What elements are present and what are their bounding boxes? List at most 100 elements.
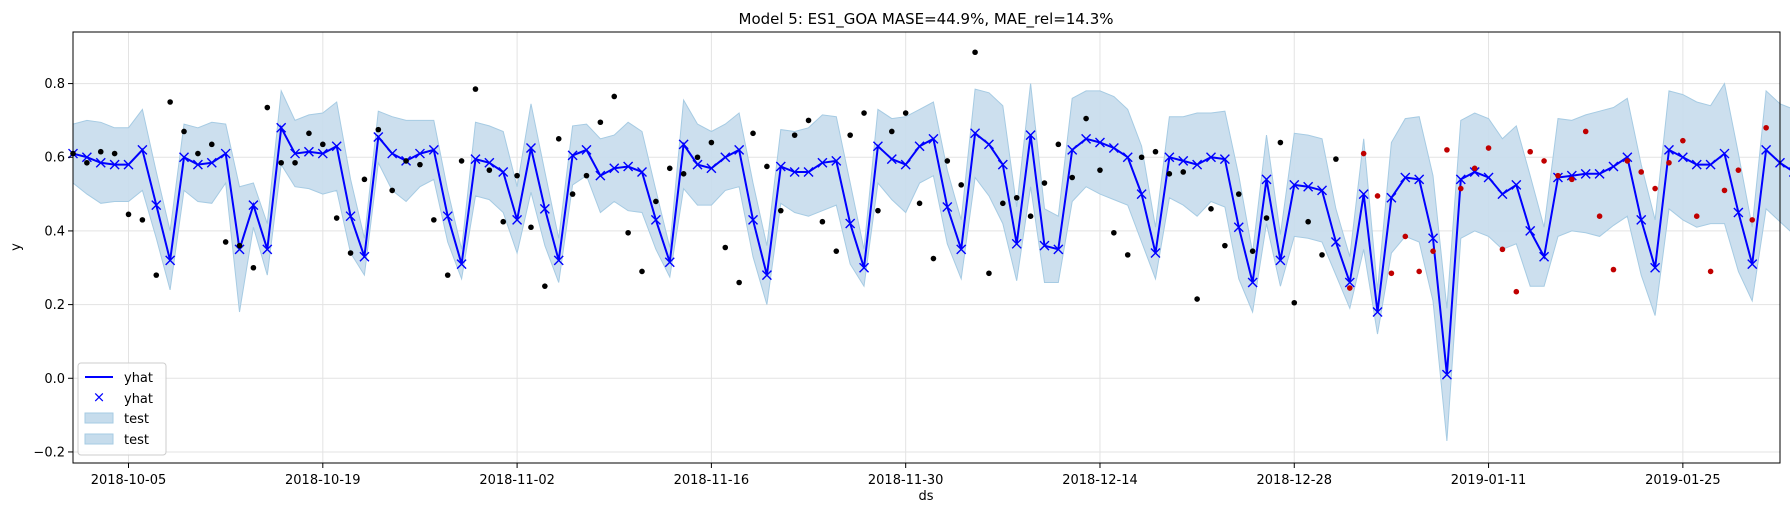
legend-label-yhat-marker: yhat [124, 392, 153, 407]
actual-point [1014, 195, 1020, 201]
actual-point [431, 217, 437, 223]
test-actual-point [1722, 188, 1728, 194]
actual-point [709, 140, 715, 146]
actual-point [487, 167, 493, 173]
actual-point [778, 208, 784, 214]
actual-point [292, 160, 298, 166]
test-actual-point [1444, 147, 1450, 153]
test-actual-point [1652, 186, 1658, 192]
test-actual-point [1361, 151, 1367, 157]
legend-label-yhat-line: yhat [124, 371, 153, 386]
test-actual-point [1527, 149, 1533, 155]
actual-point [986, 270, 992, 276]
actual-point [681, 171, 687, 177]
chart-title: Model 5: ES1_GOA MASE=44.9%, MAE_rel=14.… [739, 10, 1114, 29]
test-actual-point [1708, 269, 1714, 275]
actual-point [376, 127, 382, 133]
actual-point [625, 230, 631, 236]
actual-point [639, 269, 645, 275]
actual-point [1167, 171, 1173, 177]
x-tick-label: 2018-11-16 [674, 473, 750, 488]
actual-point [1333, 156, 1339, 162]
actual-point [806, 118, 812, 124]
x-tick-label: 2018-10-05 [91, 473, 167, 488]
test-actual-point [1416, 269, 1422, 275]
actual-point [362, 177, 368, 183]
actual-point [695, 154, 701, 160]
test-actual-point [1555, 173, 1561, 179]
actual-point [1208, 206, 1214, 212]
actual-point [1291, 300, 1297, 306]
actual-point [1111, 230, 1117, 236]
actual-point [750, 131, 756, 137]
actual-point [223, 239, 229, 245]
actual-point [112, 151, 118, 157]
x-tick-label: 2018-11-30 [868, 473, 944, 488]
test-actual-point [1347, 285, 1353, 291]
actual-point [1056, 142, 1062, 148]
test-actual-point [1638, 169, 1644, 175]
actual-point [389, 188, 395, 194]
y-tick-label: 0.2 [44, 298, 65, 313]
actual-point [1264, 215, 1270, 221]
test-actual-point [1486, 145, 1492, 151]
test-actual-point [1680, 138, 1686, 144]
actual-point [847, 132, 853, 138]
actual-point [1278, 140, 1284, 146]
actual-point [570, 191, 576, 197]
actual-point [98, 149, 104, 155]
y-tick-label: −0.2 [33, 445, 65, 460]
actual-point [833, 248, 839, 254]
test-actual-point [1389, 270, 1395, 276]
actual-point [764, 164, 770, 170]
actual-point [237, 243, 243, 249]
actual-point [792, 132, 798, 138]
test-actual-point [1500, 247, 1506, 253]
legend-band-swatch-1 [85, 413, 113, 423]
actual-point [264, 105, 270, 111]
actual-point [306, 131, 312, 137]
actual-point [195, 151, 201, 157]
actual-point [445, 272, 451, 278]
actual-point [500, 219, 506, 225]
actual-point [153, 272, 159, 278]
actual-point [1042, 180, 1048, 186]
test-actual-point [1514, 289, 1520, 295]
test-actual-point [1625, 158, 1631, 164]
x-tick-label: 2019-01-25 [1645, 473, 1721, 488]
actual-point [1194, 296, 1200, 302]
actual-point [889, 129, 895, 135]
actual-point [278, 160, 284, 166]
actual-point [1305, 219, 1311, 225]
test-actual-point [1666, 160, 1672, 166]
actual-point [473, 86, 479, 92]
actual-point [126, 212, 132, 218]
actual-point [1069, 175, 1075, 181]
x-tick-label: 2019-01-11 [1451, 473, 1527, 488]
actual-point [1236, 191, 1242, 197]
actual-point [958, 182, 964, 188]
test-actual-point [1402, 234, 1408, 240]
test-actual-point [1430, 248, 1436, 254]
test-actual-point [1694, 213, 1700, 219]
x-axis-label: ds [918, 489, 933, 504]
test-actual-point [1763, 125, 1769, 131]
legend: yhat × yhat test test [78, 363, 166, 455]
actual-point [1222, 243, 1228, 249]
test-actual-point [1736, 167, 1742, 173]
actual-point [598, 119, 604, 125]
legend-x-marker-swatch: × [93, 388, 106, 406]
test-actual-point [1541, 158, 1547, 164]
actual-point [403, 158, 409, 164]
actual-point [653, 199, 659, 205]
actual-point [722, 245, 728, 251]
actual-point [528, 224, 534, 230]
actual-point [348, 250, 354, 256]
actual-point [1250, 248, 1256, 254]
actual-point [181, 129, 187, 135]
x-tick-label: 2018-10-19 [285, 473, 361, 488]
actual-point [556, 136, 562, 142]
actual-point [917, 200, 923, 206]
